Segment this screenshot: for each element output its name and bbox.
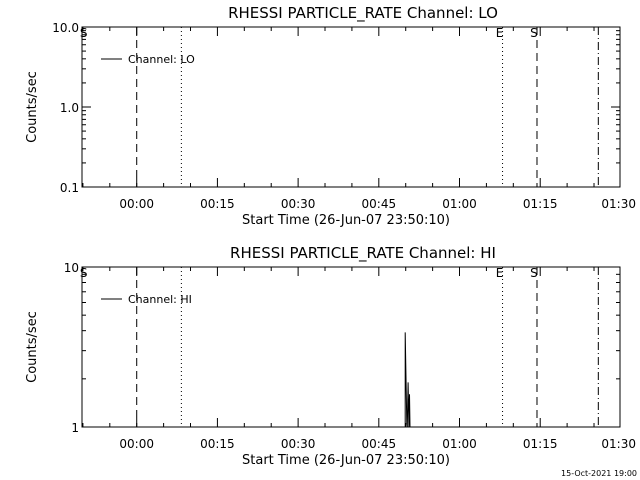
legend-label: Channel: LO [128,53,195,66]
chart-title: RHESSI PARTICLE_RATE Channel: LO [228,4,498,23]
x-tick-label: 01:00 [442,197,477,211]
y-axis-label: Counts/sec [25,311,40,383]
x-tick-label: 00:15 [200,197,235,211]
x-tick-label: 00:00 [119,437,154,451]
chart-panel-2: RHESSI PARTICLE_RATE Channel: HI 10 1 00:00… [25,244,636,468]
event-marker-label: S [530,266,538,280]
chart-panel-1: RHESSI PARTICLE_RATE Channel: LO 10.0 1.0 0… [25,4,636,228]
x-tick-label: 00:00 [119,197,154,211]
y-tick-label: 10.0 [52,21,79,35]
x-axis-label: Start Time (26-Jun-07 23:50:10) [242,213,450,228]
x-tick-label: 00:30 [281,437,316,451]
x-axis-label: Start Time (26-Jun-07 23:50:10) [242,453,450,468]
x-tick-label: 00:45 [362,197,397,211]
y-tick-label: 10 [64,261,79,275]
x-tick-label: 01:15 [523,197,558,211]
x-tick-label: 01:30 [601,437,636,451]
x-tick-label: 01:30 [601,197,636,211]
plot-frame [81,266,621,428]
event-marker-label: E [496,266,504,280]
y-axis-label: Counts/sec [25,71,40,143]
y-tick-label: 1 [71,421,79,435]
y-tick-label: 0.1 [60,181,79,195]
x-tick-label: 00:45 [362,437,397,451]
chart-title: RHESSI PARTICLE_RATE Channel: HI [230,244,496,263]
x-tick-label: 01:15 [523,437,558,451]
event-marker-label: E [496,26,504,40]
event-marker-label: S [80,266,88,280]
event-marker-label: S [80,26,88,40]
footer-timestamp: 15-Oct-2021 19:00 [561,469,637,478]
x-tick-label: 00:30 [281,197,316,211]
series-line [404,332,411,428]
event-marker-label: S [530,26,538,40]
legend-label: Channel: HI [128,293,192,306]
plot-frame [81,26,621,188]
y-tick-label: 1.0 [60,101,79,115]
x-tick-label: 01:00 [442,437,477,451]
x-tick-label: 00:15 [200,437,235,451]
